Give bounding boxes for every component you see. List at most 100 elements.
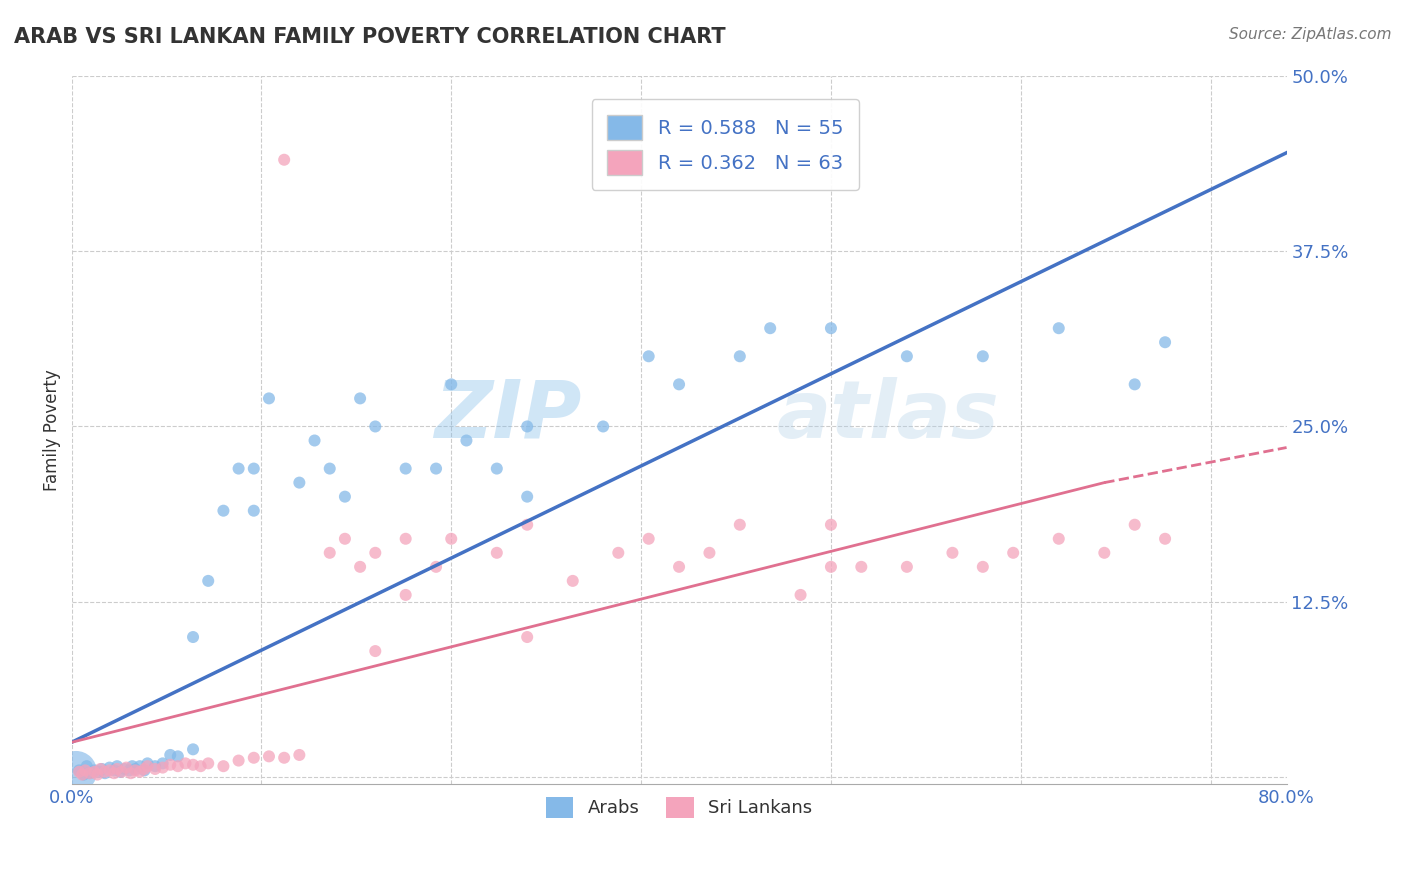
- Point: [98, 761, 121, 775]
- Point: [79, 766, 101, 780]
- Point: [1154, 532, 1177, 546]
- Point: [89, 762, 111, 776]
- Point: [349, 392, 371, 406]
- Point: [561, 574, 583, 588]
- Point: [728, 349, 751, 363]
- Point: [820, 321, 842, 335]
- Point: [174, 756, 197, 771]
- Point: [668, 559, 690, 574]
- Point: [143, 759, 166, 773]
- Point: [86, 767, 108, 781]
- Point: [124, 762, 146, 776]
- Point: [456, 434, 478, 448]
- Point: [128, 759, 150, 773]
- Point: [190, 759, 212, 773]
- Point: [333, 532, 356, 546]
- Point: [166, 759, 188, 773]
- Point: [592, 419, 614, 434]
- Point: [87, 764, 110, 779]
- Point: [485, 461, 508, 475]
- Point: [516, 419, 538, 434]
- Point: [273, 751, 295, 765]
- Point: [212, 759, 235, 773]
- Point: [319, 461, 342, 475]
- Point: [972, 349, 994, 363]
- Point: [1123, 517, 1146, 532]
- Point: [516, 490, 538, 504]
- Point: [79, 766, 101, 780]
- Point: [67, 764, 90, 779]
- Point: [181, 630, 204, 644]
- Point: [111, 764, 134, 779]
- Point: [1154, 335, 1177, 350]
- Point: [364, 644, 387, 658]
- Point: [152, 756, 174, 771]
- Point: [94, 764, 117, 779]
- Point: [121, 759, 143, 773]
- Point: [516, 630, 538, 644]
- Point: [243, 504, 266, 518]
- Point: [425, 461, 447, 475]
- Point: [896, 559, 918, 574]
- Point: [134, 764, 156, 778]
- Point: [83, 764, 105, 778]
- Point: [288, 747, 311, 762]
- Point: [120, 766, 142, 780]
- Point: [105, 762, 128, 776]
- Point: [103, 764, 125, 778]
- Point: [972, 559, 994, 574]
- Point: [212, 504, 235, 518]
- Point: [75, 764, 97, 778]
- Text: ZIP: ZIP: [434, 376, 582, 455]
- Point: [257, 749, 280, 764]
- Point: [637, 349, 659, 363]
- Point: [136, 759, 159, 773]
- Point: [395, 532, 418, 546]
- Point: [896, 349, 918, 363]
- Point: [105, 759, 128, 773]
- Point: [103, 766, 125, 780]
- Point: [76, 759, 98, 773]
- Point: [440, 532, 463, 546]
- Point: [349, 559, 371, 574]
- Point: [124, 764, 146, 778]
- Point: [1047, 532, 1070, 546]
- Point: [115, 761, 138, 775]
- Point: [98, 764, 121, 778]
- Point: [485, 546, 508, 560]
- Point: [243, 461, 266, 475]
- Point: [197, 574, 219, 588]
- Point: [699, 546, 721, 560]
- Point: [364, 419, 387, 434]
- Point: [181, 757, 204, 772]
- Point: [159, 747, 181, 762]
- Point: [159, 757, 181, 772]
- Point: [304, 434, 326, 448]
- Point: [228, 754, 250, 768]
- Point: [108, 764, 131, 779]
- Point: [181, 742, 204, 756]
- Point: [288, 475, 311, 490]
- Point: [243, 751, 266, 765]
- Point: [637, 532, 659, 546]
- Point: [114, 762, 136, 776]
- Point: [941, 546, 963, 560]
- Point: [668, 377, 690, 392]
- Point: [228, 461, 250, 475]
- Text: atlas: atlas: [776, 376, 1000, 455]
- Y-axis label: Family Poverty: Family Poverty: [44, 369, 60, 491]
- Point: [1092, 546, 1115, 560]
- Point: [728, 517, 751, 532]
- Point: [257, 392, 280, 406]
- Point: [67, 764, 90, 778]
- Point: [440, 377, 463, 392]
- Point: [143, 762, 166, 776]
- Point: [759, 321, 782, 335]
- Point: [333, 490, 356, 504]
- Point: [319, 546, 342, 560]
- Point: [166, 749, 188, 764]
- Point: [197, 756, 219, 771]
- Point: [395, 461, 418, 475]
- Point: [118, 764, 141, 778]
- Point: [789, 588, 811, 602]
